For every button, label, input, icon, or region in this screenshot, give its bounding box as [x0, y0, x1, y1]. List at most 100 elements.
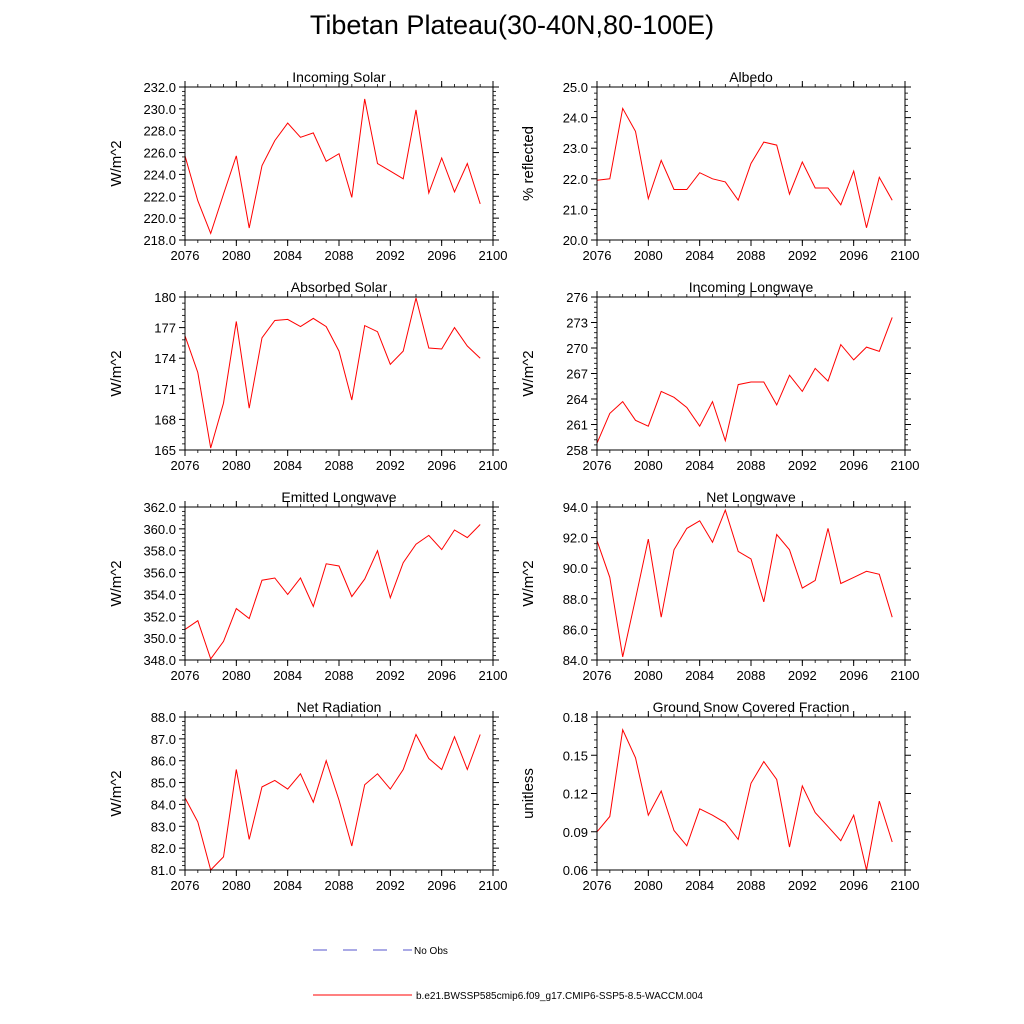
y-tick-label: 92.0 [563, 531, 588, 546]
chart-title: Incoming Longwave [689, 279, 814, 295]
y-tick-label: 258 [566, 443, 588, 458]
y-tick-label: 83.0 [151, 819, 176, 834]
y-tick-label: 362.0 [143, 500, 176, 515]
y-tick-label: 224.0 [143, 167, 176, 182]
series-line-net-radiation [184, 733, 481, 871]
y-tick-label: 85.0 [151, 776, 176, 791]
chart-absorbed-solar: Absorbed Solar W/m^2 2076 2080 2084 2088 2092 2… [108, 279, 507, 473]
y-tick-label: 218.0 [143, 233, 176, 248]
y-tick-label: 86.0 [151, 754, 176, 769]
x-tick-label: 2092 [376, 878, 405, 893]
y-tick-label: 226.0 [143, 146, 176, 161]
y-tick-label: 0.15 [563, 748, 588, 763]
x-tick-label: 2096 [839, 248, 868, 263]
y-tick-label: 0.06 [563, 863, 588, 878]
y-tick-label: 82.0 [151, 841, 176, 856]
y-tick-label: 0.09 [563, 825, 588, 840]
x-tick-label: 2080 [634, 248, 663, 263]
plot-frame [184, 506, 494, 661]
chart-albedo: Albedo % reflected 2076 2080 2084 2088 2092 209… [520, 69, 919, 263]
x-tick-label: 2080 [222, 458, 251, 473]
y-tick-label: 267 [566, 367, 588, 382]
x-tick-label: 2100 [891, 878, 920, 893]
x-tick-label: 2076 [171, 248, 200, 263]
y-tick-label: 0.18 [563, 710, 588, 725]
y-tick-label: 348.0 [143, 653, 176, 668]
plot-frame [596, 506, 906, 661]
x-tick-label: 2100 [891, 458, 920, 473]
y-tick-label: 352.0 [143, 609, 176, 624]
y-tick-label: 20.0 [563, 233, 588, 248]
x-tick-label: 2084 [273, 248, 302, 263]
chart-title: Absorbed Solar [291, 279, 388, 295]
y-tick-label: 0.12 [563, 787, 588, 802]
y-tick-label: 358.0 [143, 544, 176, 559]
y-axis-label: W/m^2 [108, 770, 125, 816]
legend-model-label: b.e21.BWSSP585cmip6.f09_g17.CMIP6-SSP5-8… [416, 991, 703, 1002]
x-tick-label: 2084 [273, 668, 302, 683]
y-tick-label: 354.0 [143, 587, 176, 602]
x-tick-label: 2088 [737, 248, 766, 263]
series-line-albedo [596, 106, 893, 228]
chart-title: Ground Snow Covered Fraction [653, 699, 850, 715]
chart-incoming-solar: Incoming Solar W/m^2 2076 2080 2084 2088 2092 2… [108, 69, 507, 263]
x-tick-label: 2076 [583, 248, 612, 263]
y-tick-label: 273 [566, 316, 588, 331]
series-line-incoming-longwave [596, 317, 893, 444]
x-tick-label: 2092 [788, 668, 817, 683]
x-tick-label: 2076 [583, 458, 612, 473]
x-tick-label: 2100 [479, 458, 508, 473]
y-tick-label: 168 [154, 412, 176, 427]
y-tick-label: 94.0 [563, 500, 588, 515]
y-tick-label: 86.0 [563, 622, 588, 637]
y-tick-label: 90.0 [563, 561, 588, 576]
y-tick-label: 165 [154, 443, 176, 458]
x-tick-label: 2088 [325, 878, 354, 893]
chart-title: Net Radiation [297, 699, 382, 715]
legend: No Obs b.e21.BWSSP585cmip6.f09_g17.CMIP6-… [313, 946, 703, 1002]
x-tick-label: 2096 [427, 878, 456, 893]
x-tick-label: 2100 [479, 668, 508, 683]
legend-obs-label: No Obs [414, 946, 448, 957]
y-tick-label: 84.0 [563, 653, 588, 668]
y-tick-label: 220.0 [143, 211, 176, 226]
x-tick-label: 2088 [325, 458, 354, 473]
y-axis-label: % reflected [520, 126, 537, 201]
x-tick-label: 2096 [427, 458, 456, 473]
x-tick-label: 2084 [273, 458, 302, 473]
y-tick-label: 22.0 [563, 172, 588, 187]
y-axis-label: W/m^2 [520, 350, 537, 396]
x-tick-label: 2092 [788, 878, 817, 893]
x-tick-label: 2088 [737, 878, 766, 893]
chart-net-radiation: Net Radiation W/m^2 2076 2080 2084 2088 2092 20… [108, 699, 507, 893]
series-line-net-longwave [596, 508, 893, 658]
x-tick-label: 2088 [737, 668, 766, 683]
chart-ground-snow-covered-fraction: Ground Snow Covered Fraction unitless 2076… [520, 699, 919, 893]
y-axis-label: W/m^2 [108, 140, 125, 186]
series-line-absorbed-solar [184, 297, 481, 449]
x-tick-label: 2076 [171, 878, 200, 893]
chart-title: Emitted Longwave [281, 489, 396, 505]
chart-title: Net Longwave [706, 489, 796, 505]
x-tick-label: 2096 [427, 668, 456, 683]
y-tick-label: 180 [154, 290, 176, 305]
x-tick-label: 2080 [222, 248, 251, 263]
x-tick-label: 2092 [376, 458, 405, 473]
y-tick-label: 25.0 [563, 80, 588, 95]
plot-frame [184, 296, 494, 451]
x-tick-label: 2084 [685, 878, 714, 893]
y-tick-label: 88.0 [563, 592, 588, 607]
plot-frame [596, 296, 906, 451]
x-tick-label: 2100 [891, 668, 920, 683]
x-tick-label: 2076 [583, 668, 612, 683]
y-tick-label: 81.0 [151, 863, 176, 878]
y-tick-label: 171 [154, 382, 176, 397]
series-line-emitted-longwave [184, 524, 481, 660]
chart-emitted-longwave: Emitted Longwave W/m^2 2076 2080 2084 2088 209… [108, 489, 507, 683]
y-tick-label: 356.0 [143, 566, 176, 581]
y-axis-label: unitless [520, 768, 537, 819]
x-tick-label: 2088 [325, 248, 354, 263]
series-line-ground-snow-covered-fraction [596, 728, 893, 871]
x-tick-label: 2076 [583, 878, 612, 893]
y-tick-label: 228.0 [143, 124, 176, 139]
